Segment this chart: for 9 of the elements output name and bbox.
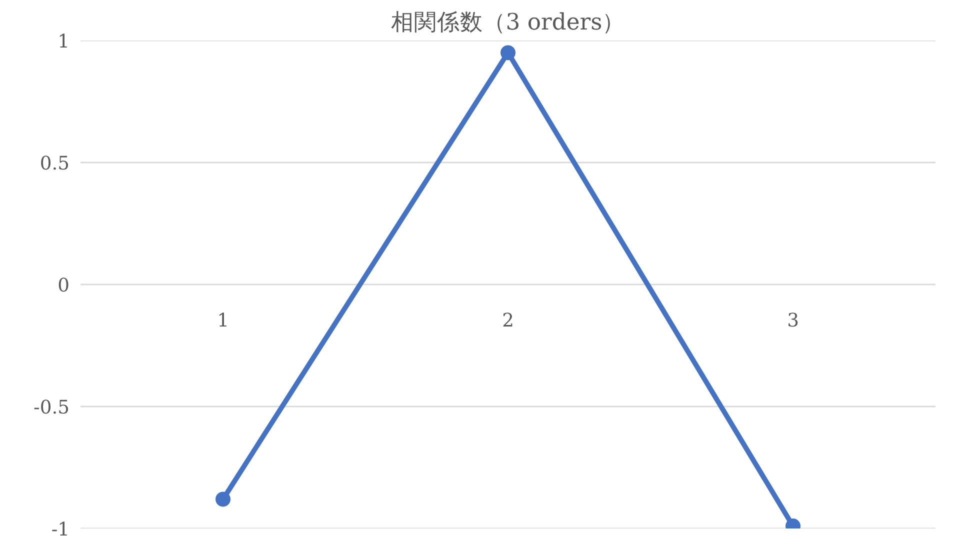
x-tick-label: 1 <box>217 310 229 332</box>
y-tick-label: -1 <box>51 520 70 540</box>
y-tick-label: 0 <box>58 276 70 296</box>
x-tick-label: 2 <box>502 310 514 332</box>
x-tick-label: 3 <box>787 310 799 332</box>
y-tick-label: -0.5 <box>34 398 70 418</box>
y-tick-label: 1 <box>58 32 70 52</box>
y-tick-label: 0.5 <box>40 154 70 174</box>
chart-title: 相関係数（3 orders） <box>390 10 626 36</box>
